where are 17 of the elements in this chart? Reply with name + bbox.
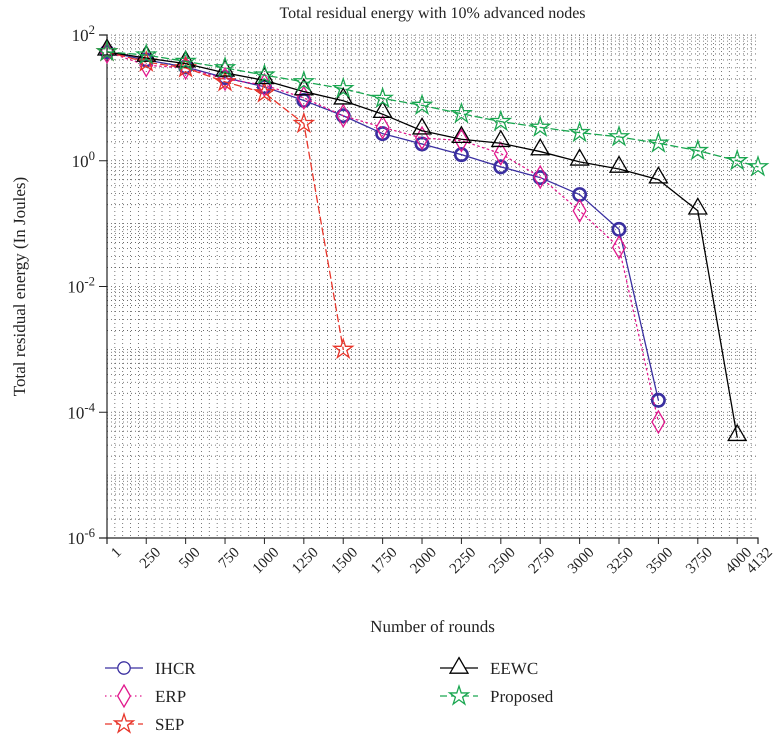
x-tick-label: 1	[108, 544, 125, 561]
y-tick-label: 10$^{0}$	[72, 148, 95, 171]
y-tick-label: 10$^{-4}$	[67, 400, 96, 422]
x-tick-label: 500	[176, 544, 204, 572]
legend-label: ERP	[155, 687, 186, 706]
y-axis-title: Total residual energy (In Joules)	[10, 176, 29, 396]
x-axis-title: Number of rounds	[370, 617, 495, 636]
chart-title: Total residual energy with 10% advanced nodes	[279, 5, 586, 22]
x-tick-label: 750	[215, 544, 243, 572]
x-tick-label: 250	[136, 544, 164, 572]
y-tick-label: 10$^{-6}$	[67, 526, 95, 548]
legend-label: Proposed	[490, 687, 554, 706]
y-tick-label: 10$^{2}$	[72, 23, 95, 45]
legend-label: IHCR	[155, 659, 196, 678]
legend-label: SEP	[155, 715, 184, 734]
legend-label: EEWC	[490, 659, 538, 678]
y-tick-label: 10$^{-2}$	[67, 274, 95, 296]
